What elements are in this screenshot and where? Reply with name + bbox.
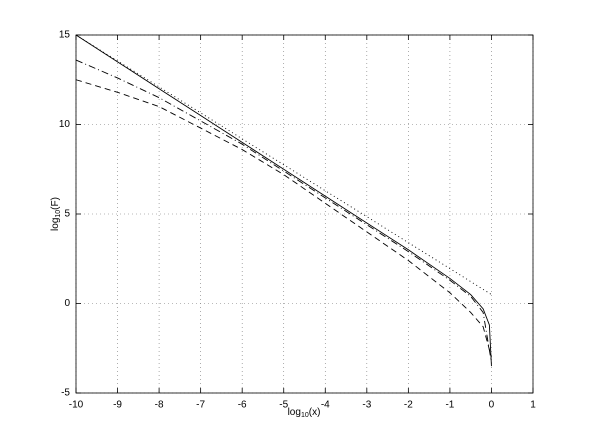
x-tick-label: 0: [489, 400, 495, 411]
y-tick-label: -5: [61, 388, 70, 399]
x-tick-label: -6: [238, 400, 247, 411]
x-tick-label: -2: [404, 400, 413, 411]
x-tick-label: -1: [445, 400, 454, 411]
data-line: [75, 79, 492, 358]
x-label-text: (x): [309, 407, 321, 418]
y-label-sub: 10: [55, 210, 62, 218]
x-label-sub: 10: [301, 412, 309, 419]
x-tick-label: -3: [362, 400, 371, 411]
y-axis-label: log10(F): [50, 197, 62, 231]
data-line: [75, 59, 492, 363]
plot-frame: [75, 34, 534, 394]
y-tick-label: 15: [59, 30, 71, 41]
data-line: [75, 34, 492, 295]
x-tick-label: -7: [196, 400, 205, 411]
x-axis-label: log10(x): [288, 407, 321, 419]
data-line: [75, 34, 492, 367]
x-tick-label: -10: [69, 400, 84, 411]
y-tick-label: 5: [64, 209, 70, 220]
y-tick-label: 10: [59, 119, 71, 130]
y-label-text: log: [50, 218, 61, 231]
x-tick-label: -9: [113, 400, 122, 411]
x-tick-label: -8: [155, 400, 164, 411]
x-tick-label: -5: [279, 400, 288, 411]
y-label-text: (F): [50, 197, 61, 210]
y-tick-label: 0: [64, 298, 70, 309]
x-tick-label: -4: [321, 400, 330, 411]
x-label-text: log: [288, 407, 301, 418]
x-tick-label: 1: [530, 400, 536, 411]
